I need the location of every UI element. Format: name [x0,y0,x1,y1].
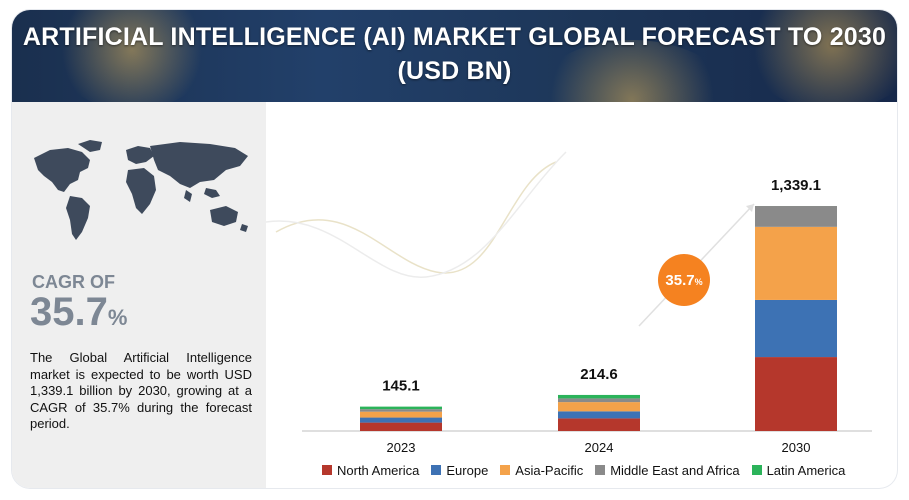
bar-segment-2024-europe [558,411,640,419]
cagr-bubble: 35.7% [658,254,710,306]
decorative-swoosh-2 [266,151,567,278]
bar-segment-2023-asia-pacific [360,411,442,418]
legend-item-middle-east-and-africa: Middle East and Africa [595,462,740,478]
bar-segment-2030-asia-pacific [755,226,837,300]
title-line-1: ARTIFICIAL INTELLIGENCE (AI) MARKET GLOB… [22,23,887,51]
legend-item-europe: Europe [431,463,488,478]
legend-swatch [431,465,442,475]
chart-legend: North America Europe Asia-Pacific Middle Ea… [322,461,857,479]
bubble-unit: % [694,276,703,287]
total-label-2023: 145.1 [382,378,420,395]
x-tick-label-2024: 2024 [585,440,614,455]
legend-label: Latin America [766,462,846,478]
legend-label: Asia-Pacific [515,462,584,478]
bubble-value: 35.7 [665,271,695,289]
legend-label: Europe [446,462,489,478]
bar-segment-2023-middle-east-and-africa [360,409,442,412]
bar-segment-2024-north-america [558,418,640,431]
decorative-swoosh [275,161,557,274]
legend-swatch [322,465,332,475]
legend-label: Middle East and Africa [610,462,740,478]
summary-panel: CAGR OF 35.7% The Global Artificial Inte… [12,102,266,488]
infographic-frame: ARTIFICIAL INTELLIGENCE (AI) MARKET GLOB… [12,10,897,488]
legend-item-north-america: North America [322,463,419,478]
chart-area: 145.1 2023 214.6 2024 1,339.1 2030 35.7% Nort… [266,102,897,488]
bar-segment-2030-europe [755,299,837,358]
bar-segment-2024-latin-america [558,394,640,399]
x-tick-label-2023: 2023 [387,440,416,455]
legend-swatch [595,465,606,475]
bar-segment-2030-middle-east-and-africa [755,206,837,227]
cagr-unit: % [107,305,128,330]
title-banner: ARTIFICIAL INTELLIGENCE (AI) MARKET GLOB… [12,10,897,102]
cagr-label: CAGR OF [32,272,115,292]
legend-swatch [500,465,511,475]
bar-segment-2023-north-america [360,422,442,431]
market-description: The Global Artificial Intelligence marke… [30,350,252,431]
legend-swatch [751,465,762,475]
stacked-bar-chart: 145.1 2023 214.6 2024 1,339.1 2030 [266,151,872,455]
page-title: ARTIFICIAL INTELLIGENCE (AI) MARKET GLOB… [12,20,897,88]
cagr-number: 35.7 [30,290,108,334]
bar-segment-2023-latin-america [360,406,442,410]
cagr-arrow-head [746,204,754,212]
bar-segment-2030-north-america [755,357,837,431]
total-label-2030: 1,339.1 [771,177,821,194]
legend-item-asia-pacific: Asia-Pacific [500,463,583,478]
total-label-2024: 214.6 [580,366,618,383]
bar-segment-2023-europe [360,417,442,423]
bar-segment-2024-middle-east-and-africa [558,398,640,403]
legend-item-latin-america: Latin America [751,462,846,478]
title-line-2: (USD BN) [397,57,512,85]
x-tick-label-2030: 2030 [782,440,811,455]
bar-segment-2024-asia-pacific [558,402,640,412]
cagr-value: 35.7% [30,290,127,340]
legend-label: North America [337,462,420,478]
world-map-icon [34,140,248,240]
